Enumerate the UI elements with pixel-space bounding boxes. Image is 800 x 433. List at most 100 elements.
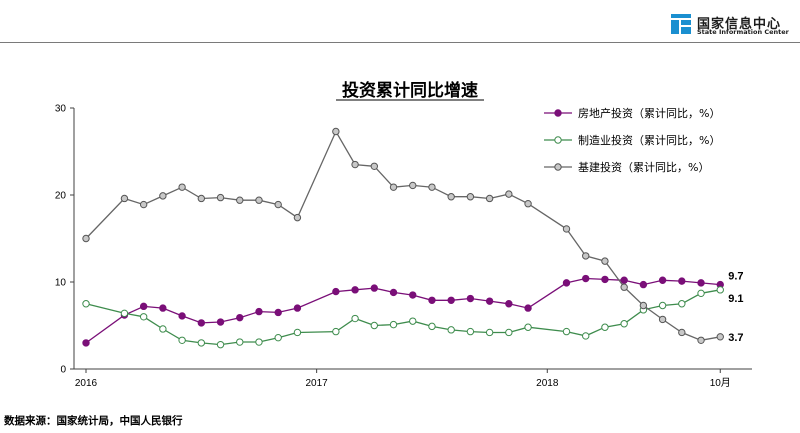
data-point <box>389 183 398 191</box>
data-point <box>582 332 590 340</box>
data-point <box>139 302 148 311</box>
source-note: 数据来源：国家统计局，中国人民银行 <box>4 415 183 427</box>
chart-series <box>82 127 724 349</box>
chart-legend: 房地产投资（累计同比，%） 制造业投资（累计同比，%） 基建投资（累计同比，%） <box>544 106 720 174</box>
data-point <box>582 252 590 260</box>
data-point <box>332 127 340 136</box>
data-point <box>562 225 571 233</box>
data-point <box>293 328 302 337</box>
x-tick-label: 2018 <box>536 378 559 389</box>
data-point <box>601 257 609 265</box>
data-point <box>293 213 302 222</box>
series-2 <box>82 286 724 349</box>
data-point <box>697 279 705 287</box>
data-point <box>178 312 186 320</box>
data-point <box>139 200 148 209</box>
data-point <box>658 315 667 324</box>
data-point <box>389 288 398 297</box>
legend-item-3: 基建投资（累计同比，%） <box>544 160 709 174</box>
x-tick-label: 2016 <box>75 378 98 389</box>
data-point <box>428 322 436 331</box>
data-point <box>351 286 359 294</box>
data-point <box>485 297 494 305</box>
data-point <box>562 279 571 287</box>
header-divider <box>0 42 800 43</box>
chart-end-labels: 9.7 9.1 3.7 <box>728 271 743 344</box>
data-point <box>466 193 475 201</box>
x-tick-label: 2017 <box>306 378 329 389</box>
data-point <box>697 289 705 298</box>
data-point <box>562 327 571 336</box>
data-point <box>82 339 90 347</box>
series-3 <box>82 127 724 344</box>
data-point <box>524 200 532 208</box>
data-point <box>216 193 225 202</box>
data-point <box>582 274 590 283</box>
data-point <box>505 190 513 198</box>
data-point <box>466 327 475 336</box>
data-point <box>678 277 686 285</box>
state-information-center-logo: 国家信息中心 State Information Center <box>671 13 791 37</box>
data-point <box>428 296 436 304</box>
data-point <box>236 313 244 322</box>
x-tick-label: 10月 <box>710 377 731 389</box>
data-point <box>197 194 206 203</box>
end-value-label: 3.7 <box>728 332 743 344</box>
data-point <box>524 323 532 331</box>
data-point <box>236 196 244 204</box>
data-point <box>485 194 494 203</box>
data-point <box>82 234 90 243</box>
data-point <box>274 333 282 342</box>
logo-mark-icon <box>671 14 691 34</box>
data-point <box>409 317 417 325</box>
legend-swatch-marker <box>554 163 562 171</box>
data-point <box>485 328 494 337</box>
data-point <box>139 313 148 321</box>
data-point <box>197 339 206 347</box>
data-point <box>178 336 186 344</box>
org-name: 国家信息中心 <box>697 17 782 32</box>
data-point <box>447 296 455 304</box>
data-point <box>82 300 90 308</box>
data-point <box>505 300 513 308</box>
data-point <box>524 304 532 312</box>
data-point <box>678 328 686 337</box>
data-point <box>466 294 475 303</box>
data-point <box>370 162 378 170</box>
data-point <box>639 280 648 289</box>
data-point <box>274 200 282 209</box>
data-point <box>293 304 302 312</box>
data-point <box>620 283 628 291</box>
legend-label: 房地产投资（累计同比，%） <box>578 106 720 120</box>
legend-item-2: 制造业投资（累计同比，%） <box>544 133 720 147</box>
data-point <box>601 323 609 331</box>
data-point <box>716 333 724 341</box>
data-point <box>658 301 667 310</box>
data-point <box>370 284 378 292</box>
data-point <box>332 327 340 336</box>
legend-item-1: 房地产投资（累计同比，%） <box>544 106 720 120</box>
data-point <box>332 287 340 296</box>
data-point <box>236 338 244 346</box>
data-point <box>216 318 225 326</box>
data-point <box>428 183 436 191</box>
legend-swatch-marker <box>554 136 562 144</box>
legend-label: 基建投资（累计同比，%） <box>578 160 709 174</box>
data-point <box>505 328 513 337</box>
data-point <box>447 326 455 334</box>
chart-axes: 0 10 20 30 2016 2017 2018 10月 <box>55 104 752 389</box>
data-point <box>409 291 417 299</box>
y-tick-label: 0 <box>60 365 66 376</box>
legend-label: 制造业投资（累计同比，%） <box>578 133 720 147</box>
data-point <box>255 196 263 204</box>
legend-swatch-marker <box>554 109 562 117</box>
data-point <box>159 192 167 200</box>
org-name-en: State Information Center <box>697 28 789 36</box>
data-point <box>409 181 417 190</box>
data-point <box>447 193 455 201</box>
data-point <box>620 276 628 284</box>
data-point <box>716 286 724 294</box>
chart-title: 投资累计同比增速 <box>342 80 478 101</box>
data-point <box>658 276 667 284</box>
